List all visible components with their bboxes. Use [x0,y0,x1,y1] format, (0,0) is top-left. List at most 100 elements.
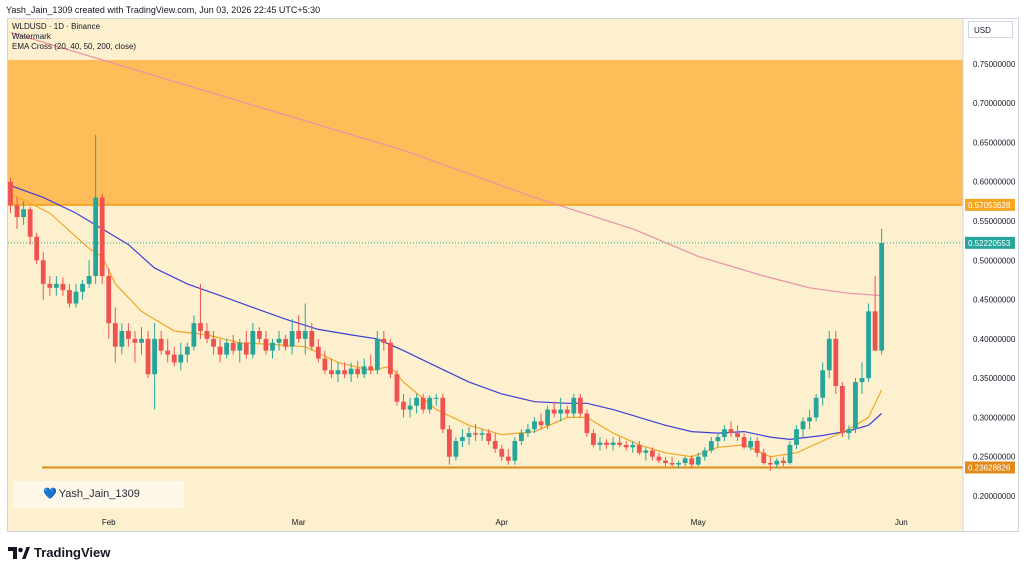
candle-body [257,331,262,339]
heart-icon: 💙 [43,488,57,500]
candle-body [165,350,171,355]
candle-body [872,311,878,351]
price-label-bg [965,461,1015,474]
y-tick-label: 0.55000000 [973,217,1016,226]
candle-body [571,397,577,414]
candle-body [767,463,773,465]
candle-body [486,433,492,441]
y-tick-label: 0.70000000 [973,99,1016,108]
candle-body [315,346,321,359]
candle-body [505,456,511,461]
candle-body [40,260,46,284]
candle-body [833,338,839,386]
candle-body [230,342,236,351]
candle-body [741,437,747,448]
candle-body [335,370,341,375]
ema-50-line [10,185,883,441]
candle-body [715,437,721,441]
candle-body [479,433,485,435]
candle-body [93,197,99,276]
candle-body [322,358,328,371]
candle-body [650,450,655,457]
candle-body [564,409,570,414]
price-label: 0.52220553 [968,239,1011,248]
candle-body [184,346,190,355]
candle-body [584,413,590,434]
candle-body [839,386,845,434]
candle-body [21,209,26,218]
chart-legend: WLDUSD · 1D · Binance Watermark EMA Cros… [12,22,136,52]
candle-body [532,421,537,430]
tradingview-logo[interactable]: TradingView [8,545,110,560]
candle-body [80,283,85,292]
candle-body [787,444,793,463]
x-tick-label: Apr [496,518,509,527]
candle-body [826,338,832,371]
candle-body [761,452,767,463]
ema-indicator-label[interactable]: EMA Cross (20, 40, 50, 200, close) [12,42,137,51]
x-tick-label: Feb [102,518,116,527]
candle-body [112,323,118,347]
candle-body [106,276,112,324]
candle-body [368,366,374,371]
candle-body [374,338,380,371]
candle-body [14,205,20,218]
symbol-label[interactable]: WLDUSD · 1D · Binance [12,22,101,31]
candle-body [191,323,197,347]
candle-body [237,342,243,351]
candle-body [99,197,105,276]
candle-body [636,444,642,453]
watermark-indicator-label[interactable]: Watermark [12,32,51,41]
candle-body [270,342,275,351]
candle-body [551,409,557,414]
candle-body [158,338,164,351]
candle-body [597,442,603,445]
candle-body [630,444,636,448]
candle-body [643,450,649,453]
candle-body [492,441,498,449]
candle-body [525,429,531,434]
chart-frame [7,18,1019,532]
candle-body [663,460,668,463]
chart-header: Yash_Jain_1309 created with TradingView.… [6,5,321,15]
candle-body [440,397,446,430]
candle-body [669,463,675,465]
candle-body [722,429,727,438]
candle-body [695,456,701,465]
candle-body [283,338,288,347]
y-tick-label: 0.60000000 [973,178,1016,187]
price-label-bg [965,198,1015,211]
currency-selector[interactable]: USD [968,21,1013,38]
y-tick-label: 0.25000000 [973,453,1016,462]
y-tick-label: 0.45000000 [973,296,1016,305]
candle-body [342,370,347,375]
candle-body [879,243,885,351]
candle-body [859,378,865,383]
x-tick-label: May [691,518,706,527]
candle-body [289,331,295,347]
price-label: 0.23628826 [968,463,1011,472]
candle-body [8,181,13,206]
candle-body [348,368,354,375]
candle-body [145,338,151,375]
candle-body [617,442,623,445]
candle-body [388,342,393,375]
y-tick-label: 0.65000000 [973,138,1016,147]
candle-body [427,397,433,410]
candle-body [53,283,59,288]
tradingview-logo-icon [8,546,30,559]
candle-body [748,441,754,448]
candle-body [689,458,695,465]
candle-body [73,291,79,304]
candle-body [34,236,40,261]
candle-body [735,433,740,438]
candle-body [853,382,858,430]
x-tick-label: Jun [895,518,908,527]
price-label-bg [965,236,1015,249]
candle-body [676,463,681,465]
candle-body [407,405,413,410]
candle-body [132,338,138,343]
candle-body [420,397,426,410]
watermark-box: 💙 Yash_Jain_1309 [13,481,184,508]
